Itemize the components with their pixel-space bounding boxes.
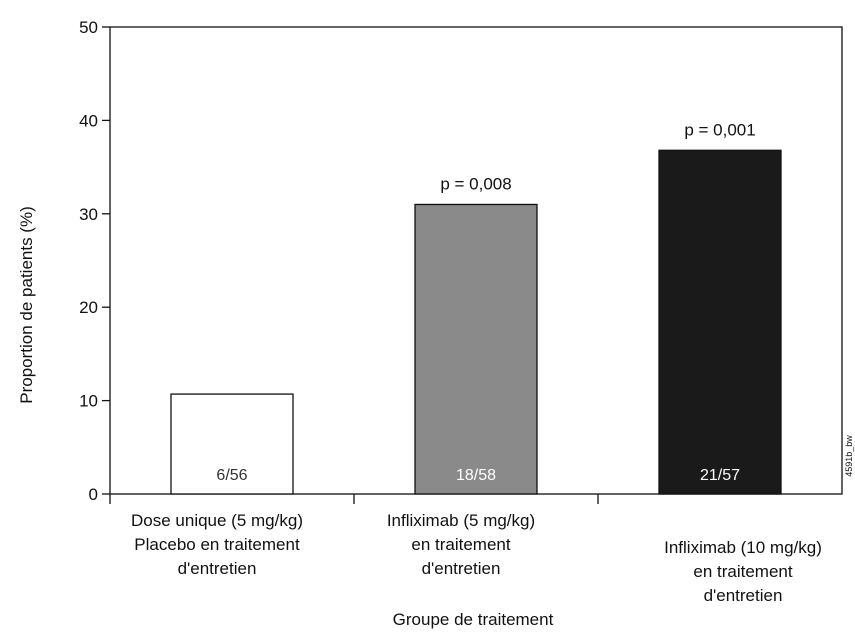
bar-2 bbox=[414, 203, 538, 495]
p-value-annotation: p = 0,008 bbox=[440, 174, 511, 193]
x-axis-label: Groupe de traitement bbox=[393, 610, 554, 629]
bar-count-label: 21/57 bbox=[700, 467, 740, 484]
figure-code-note: 4591b_bw bbox=[844, 435, 854, 477]
x-category-label: Infliximab (5 mg/kg) bbox=[387, 511, 535, 530]
y-axis-label: Proportion de patients (%) bbox=[17, 206, 36, 404]
x-category-label: d'entretien bbox=[178, 559, 257, 578]
x-category-label: en traitement bbox=[411, 535, 510, 554]
x-category-label: d'entretien bbox=[422, 559, 501, 578]
x-category-label: en traitement bbox=[693, 562, 792, 581]
x-category-label: d'entretien bbox=[704, 586, 783, 605]
x-axis-ticks: Dose unique (5 mg/kg) Placebo en traiteme… bbox=[109, 494, 822, 605]
y-axis-ticks: 0 10 20 30 40 50 bbox=[79, 18, 110, 504]
y-tick-label: 40 bbox=[79, 111, 98, 130]
y-tick-label: 50 bbox=[79, 18, 98, 37]
y-tick-label: 10 bbox=[79, 392, 98, 411]
x-category-label: Dose unique (5 mg/kg) bbox=[131, 511, 303, 530]
y-tick-label: 30 bbox=[79, 205, 98, 224]
bar-3 bbox=[658, 149, 782, 495]
bar-count-label: 18/58 bbox=[456, 467, 496, 484]
bar-count-label: 6/56 bbox=[216, 467, 247, 484]
bar-1 bbox=[170, 393, 294, 495]
x-category-label: Placebo en traitement bbox=[134, 535, 300, 554]
y-tick-label: 0 bbox=[89, 485, 98, 504]
x-category-label: Infliximab (10 mg/kg) bbox=[664, 538, 822, 557]
y-tick-label: 20 bbox=[79, 298, 98, 317]
p-value-annotation: p = 0,001 bbox=[684, 120, 755, 139]
bars: 6/56 18/58 p = 0,008 21/57 p = 0,001 bbox=[170, 120, 782, 495]
